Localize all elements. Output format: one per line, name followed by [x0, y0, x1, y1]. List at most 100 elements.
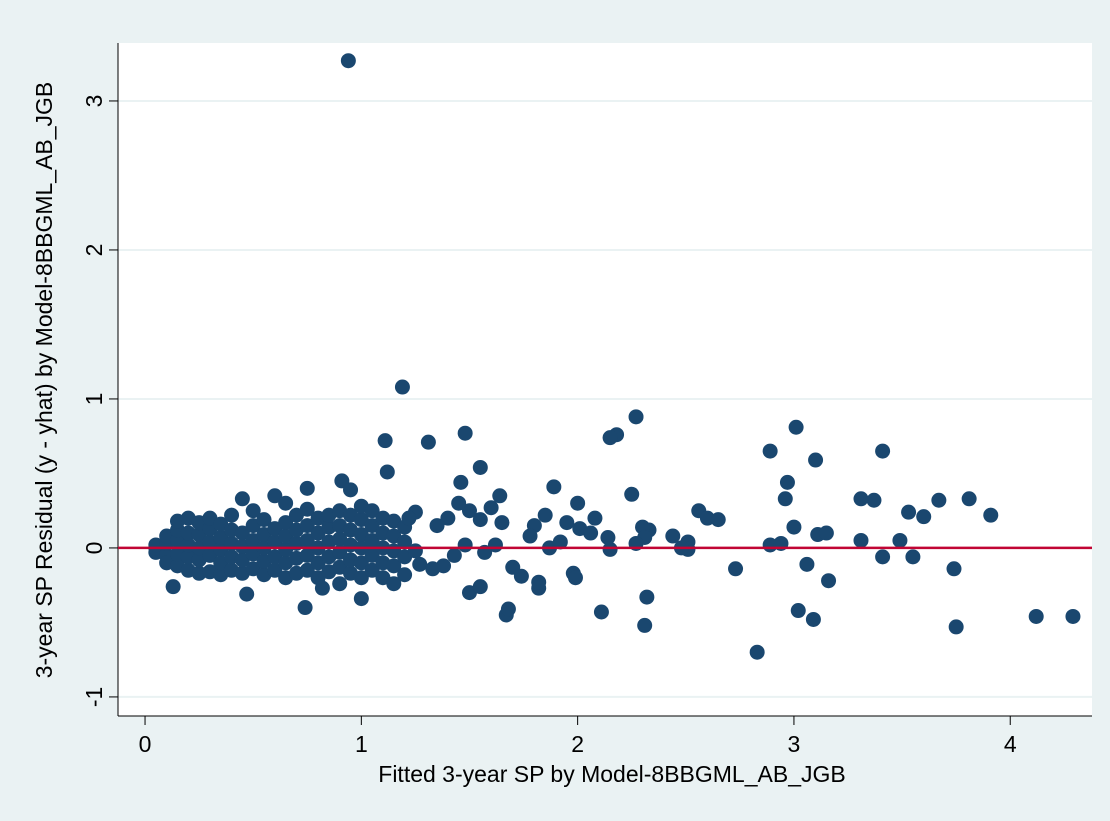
x-tick-label: 4: [1004, 731, 1017, 757]
y-tick-label: -1: [81, 687, 107, 707]
point: [818, 525, 834, 541]
point: [600, 530, 616, 546]
point: [420, 434, 436, 450]
y-axis-label: 3-year SP Residual (y - yhat) by Model-8…: [31, 82, 57, 679]
point: [472, 579, 488, 595]
point: [628, 409, 644, 425]
point: [394, 379, 410, 395]
point: [522, 528, 538, 544]
point: [786, 519, 802, 535]
point: [299, 518, 315, 534]
point: [297, 600, 313, 616]
point: [299, 562, 315, 578]
point: [790, 603, 806, 619]
point: [961, 491, 977, 507]
point: [353, 591, 369, 607]
y-tick-label: 0: [81, 542, 107, 555]
point: [386, 576, 402, 592]
point: [788, 419, 804, 435]
point: [494, 515, 510, 531]
point: [245, 503, 261, 519]
point: [386, 558, 402, 574]
point: [267, 488, 283, 504]
point: [853, 491, 869, 507]
point: [805, 611, 821, 627]
point: [472, 512, 488, 528]
point: [916, 509, 932, 525]
point: [364, 518, 380, 534]
point: [559, 515, 575, 531]
point: [299, 501, 315, 517]
point: [299, 480, 315, 496]
point: [749, 644, 765, 660]
point: [1065, 608, 1081, 624]
point: [407, 543, 423, 559]
point: [570, 495, 586, 511]
point: [1028, 608, 1044, 624]
point: [453, 474, 469, 490]
y-tick-label: 3: [81, 95, 107, 108]
x-tick-label: 0: [139, 731, 152, 757]
point: [332, 576, 348, 592]
point: [492, 488, 508, 504]
point: [552, 534, 568, 550]
point: [531, 574, 547, 590]
point: [267, 562, 283, 578]
x-tick-label: 1: [355, 731, 368, 757]
point: [762, 443, 778, 459]
point: [931, 492, 947, 508]
point: [256, 512, 272, 528]
point: [637, 617, 653, 633]
point: [278, 515, 294, 531]
point: [779, 474, 795, 490]
x-tick-label: 2: [571, 731, 584, 757]
point: [483, 500, 499, 516]
point: [425, 561, 441, 577]
point: [343, 482, 359, 498]
point: [639, 589, 655, 605]
point: [340, 53, 356, 69]
point: [299, 532, 315, 548]
point: [401, 510, 417, 526]
point: [364, 547, 380, 563]
point: [446, 547, 462, 563]
point: [821, 573, 837, 589]
point: [710, 512, 726, 528]
point: [602, 430, 618, 446]
point: [946, 561, 962, 577]
point: [239, 586, 255, 602]
point: [983, 507, 999, 523]
point: [440, 510, 456, 526]
point: [457, 537, 473, 553]
point: [397, 567, 413, 583]
point: [429, 518, 445, 534]
point: [364, 562, 380, 578]
point: [728, 561, 744, 577]
point: [546, 479, 562, 495]
point: [299, 547, 315, 563]
x-axis-label: Fitted 3-year SP by Model-8BBGML_AB_JGB: [378, 761, 845, 787]
point: [602, 541, 618, 557]
point: [165, 579, 181, 595]
point: [461, 503, 477, 519]
y-tick-label: 1: [81, 393, 107, 406]
point: [451, 495, 467, 511]
point: [234, 525, 250, 541]
point: [457, 425, 473, 441]
point: [875, 443, 891, 459]
point: [505, 559, 521, 575]
point: [583, 525, 599, 541]
point: [500, 601, 516, 617]
point: [866, 492, 882, 508]
y-tick-label: 2: [81, 244, 107, 257]
point: [537, 507, 553, 523]
point: [353, 555, 369, 571]
point: [853, 532, 869, 548]
point: [901, 504, 917, 520]
point: [472, 459, 488, 475]
point: [892, 532, 908, 548]
point: [567, 570, 583, 586]
point: [379, 464, 395, 480]
point: [314, 580, 330, 596]
